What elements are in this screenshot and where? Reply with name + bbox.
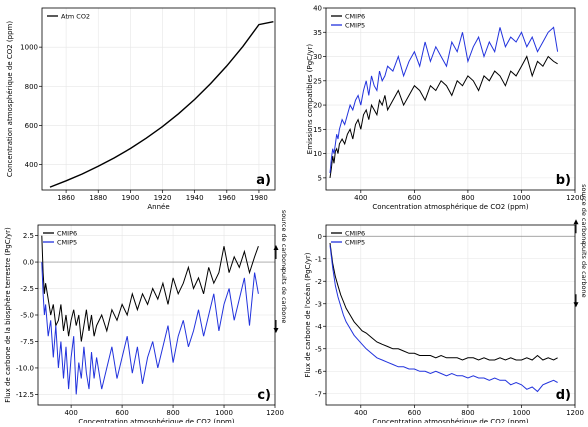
- legend-label: Atm CO2: [61, 12, 90, 20]
- x-tick-label: 1920: [154, 194, 172, 202]
- side-label-source: source de carbone: [580, 184, 588, 244]
- x-tick-label: 1000: [513, 194, 531, 202]
- x-tick-label: 600: [408, 409, 421, 417]
- x-tick-label: 400: [354, 409, 367, 417]
- y-tick-label: -12.5: [16, 391, 34, 399]
- y-tick-label: -6: [315, 368, 323, 376]
- x-tick-label: 400: [64, 409, 77, 417]
- x-tick-label: 1000: [513, 409, 531, 417]
- y-tick-label: 400: [25, 161, 38, 169]
- x-tick-label: 1200: [566, 409, 584, 417]
- y-tick-label: 600: [25, 122, 38, 130]
- x-tick-label: 1960: [218, 194, 236, 202]
- panel-label: a): [256, 173, 271, 188]
- y-tick-label: -10.0: [16, 364, 34, 372]
- panel-label: b): [556, 173, 571, 188]
- x-tick-label: 1200: [266, 409, 284, 417]
- panel-label: d): [556, 388, 571, 403]
- legend-label: CMIP5: [345, 238, 365, 246]
- y-axis-label: Emissions compatibles (PgC/yr): [306, 44, 314, 155]
- x-tick-label: 400: [354, 194, 367, 202]
- y-tick-label: -2: [315, 278, 322, 286]
- y-tick-label: 25: [313, 77, 322, 85]
- y-axis-label: Concentration atmosphérique de CO2 (ppm): [6, 21, 14, 177]
- y-tick-label: -1: [315, 255, 322, 263]
- side-label-sink: puits de carbone: [580, 243, 588, 298]
- y-tick-label: 2.5: [23, 232, 34, 240]
- y-tick-label: -7.5: [20, 338, 34, 346]
- x-tick-label: 1980: [250, 194, 268, 202]
- x-axis-label: Année: [147, 203, 169, 211]
- y-axis-label: Flux de carbone de la biosphère terrestr…: [4, 227, 12, 403]
- y-tick-label: -3: [315, 300, 322, 308]
- legend-label: CMIP5: [345, 21, 365, 29]
- legend-label: CMIP6: [345, 229, 365, 237]
- y-tick-label: 1000: [20, 44, 38, 52]
- x-tick-label: 1860: [57, 194, 75, 202]
- x-tick-label: 600: [408, 194, 421, 202]
- panel-label: c): [257, 388, 271, 403]
- x-tick-label: 800: [461, 409, 474, 417]
- y-tick-label: -5: [315, 345, 322, 353]
- legend-label: CMIP5: [57, 238, 77, 246]
- x-tick-label: 800: [166, 409, 179, 417]
- side-label-source: source de carbone: [280, 210, 288, 270]
- x-tick-label: 1900: [121, 194, 139, 202]
- y-tick-label: 800: [25, 83, 38, 91]
- y-tick-label: -4: [315, 323, 323, 331]
- y-tick-label: 35: [313, 29, 322, 37]
- legend-label: CMIP6: [345, 12, 365, 20]
- y-tick-label: 0: [318, 233, 322, 241]
- x-tick-label: 1940: [186, 194, 204, 202]
- y-tick-label: 30: [313, 53, 322, 61]
- y-tick-label: 15: [313, 126, 322, 134]
- x-axis-label: Concentration atmosphérique de CO2 (ppm): [372, 418, 528, 423]
- y-tick-label: 0.0: [23, 259, 34, 267]
- y-tick-label: 5: [318, 174, 322, 182]
- y-tick-label: 10: [313, 150, 322, 158]
- x-tick-label: 1000: [215, 409, 233, 417]
- y-tick-label: 20: [313, 102, 322, 110]
- y-tick-label: 40: [313, 5, 322, 13]
- x-tick-label: 1880: [89, 194, 107, 202]
- legend-label: CMIP6: [57, 229, 77, 237]
- x-tick-label: 800: [461, 194, 474, 202]
- x-axis-label: Concentration atmosphérique de CO2 (ppm): [372, 203, 528, 211]
- side-label-sink: puits de carbone: [280, 269, 288, 324]
- x-axis-label: Concentration atmosphérique de CO2 (ppm): [78, 418, 234, 423]
- y-tick-label: -7: [315, 390, 322, 398]
- y-tick-label: -5.0: [20, 312, 34, 320]
- x-tick-label: 600: [115, 409, 128, 417]
- y-tick-label: -2.5: [20, 285, 34, 293]
- y-axis-label: Flux de carbone de l'océan (PgC/yr): [304, 252, 312, 377]
